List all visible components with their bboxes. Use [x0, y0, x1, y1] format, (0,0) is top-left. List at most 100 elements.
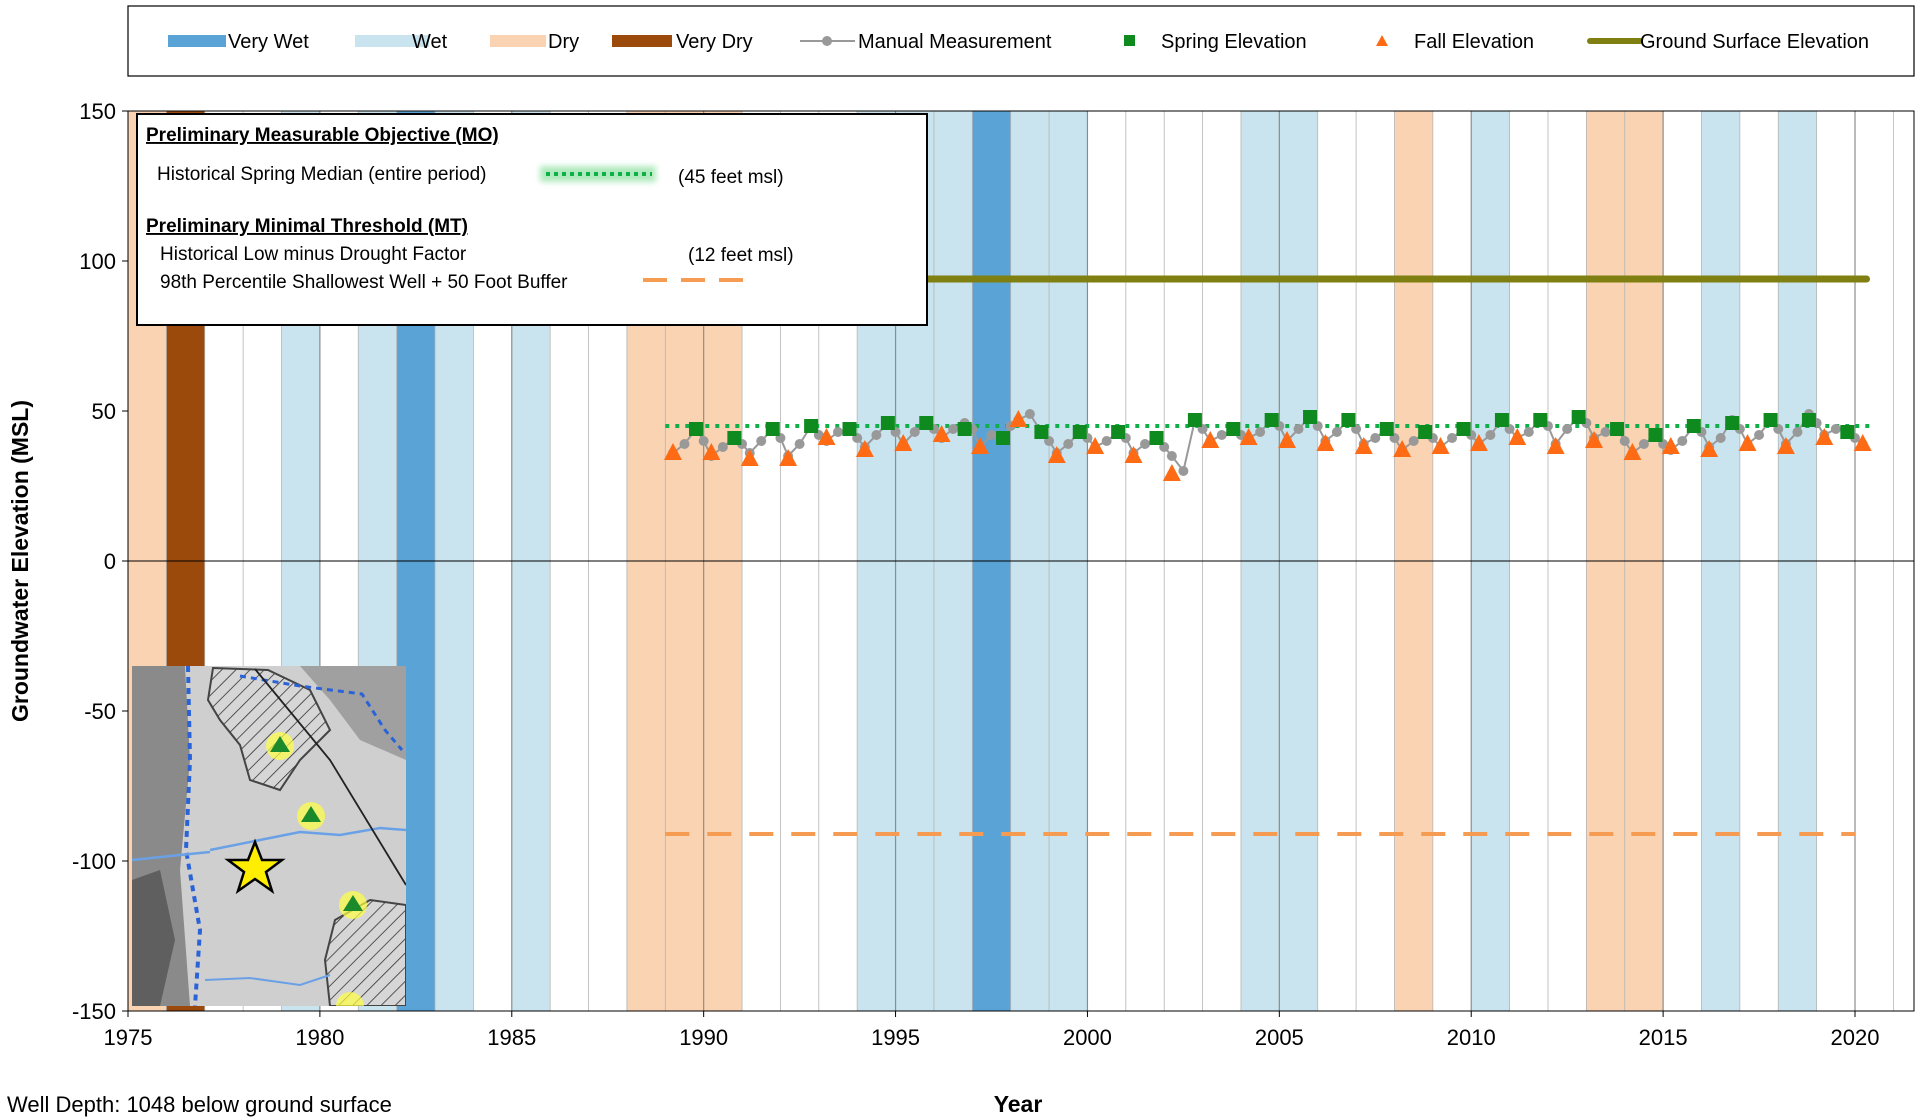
- spring-elevation-point: [688, 422, 703, 436]
- y-tick-label: -100: [72, 849, 116, 874]
- spring-elevation-point: [880, 416, 895, 430]
- inset-hatched-area-south: [323, 898, 406, 1006]
- fall-elevation-point: [1815, 428, 1834, 445]
- legend: Very Wet Wet Dry Very Dry Manual Measure…: [127, 5, 1915, 77]
- fall-elevation-point: [740, 449, 759, 466]
- inset-creek: [204, 974, 331, 987]
- x-axis-title: Year: [994, 1091, 1043, 1117]
- legend-very-wet-label: Very Wet: [228, 31, 309, 53]
- inset-terrain-northeast: [300, 666, 406, 760]
- mo-item-label: Historical Spring Median (entire period): [157, 164, 486, 185]
- inset-hatched-area-north: [206, 666, 332, 792]
- manual-measurement-point: [1485, 430, 1496, 440]
- legend-dry-swatch: [490, 35, 546, 47]
- spring-elevation-point: [804, 419, 819, 433]
- manual-measurement-point: [1830, 424, 1841, 434]
- triangle-well-icon: [336, 992, 364, 1006]
- manual-measurement-point: [1638, 439, 1649, 449]
- spring-elevation-points: [688, 410, 1855, 445]
- manual-measurement-point: [679, 439, 690, 449]
- manual-measurement-point: [1715, 433, 1726, 443]
- inset-road: [254, 668, 406, 886]
- legend-spring-marker: [1124, 35, 1135, 46]
- fall-elevation-point: [1086, 437, 1105, 454]
- y-tick-label: 100: [79, 249, 116, 274]
- legend-very-dry-label: Very Dry: [676, 31, 753, 53]
- fall-elevation-point: [1124, 446, 1143, 463]
- legend-fall-label: Fall Elevation: [1414, 31, 1534, 53]
- manual-measurement-point: [986, 430, 997, 440]
- triangle-well-icon: [266, 732, 294, 760]
- fall-elevation-point: [702, 443, 721, 460]
- mt-title: Preliminary Minimal Threshold (MT): [146, 216, 468, 237]
- spring-elevation-point: [1610, 422, 1625, 436]
- mo-value: (45 feet msl): [678, 167, 784, 188]
- fall-elevation-point: [779, 449, 798, 466]
- spring-elevation-point: [1149, 431, 1164, 445]
- spring-elevation-point: [1187, 413, 1202, 427]
- mt-item1-label: Historical Low minus Drought Factor: [160, 244, 467, 265]
- manual-measurement-point: [1063, 439, 1074, 449]
- well-depth-footer: Well Depth: 1048 below ground surface: [7, 1092, 392, 1118]
- y-tick-label: 0: [104, 549, 116, 574]
- spring-elevation-point: [1226, 422, 1241, 436]
- spring-elevation-point: [1763, 413, 1778, 427]
- legend-spring-label: Spring Elevation: [1161, 31, 1307, 53]
- spring-elevation-point: [1303, 410, 1318, 424]
- legend-very-wet-swatch: [168, 35, 226, 47]
- well-depth-label: Well Depth:: [7, 1092, 121, 1117]
- fall-elevation-point: [1239, 428, 1258, 445]
- fall-elevation-points: [663, 410, 1872, 481]
- spring-elevation-point: [996, 431, 1011, 445]
- fall-elevation-point: [1393, 440, 1412, 457]
- y-tick-label: -50: [84, 699, 116, 724]
- y-tick-label: 50: [92, 399, 116, 424]
- x-tick-label: 2010: [1447, 1025, 1496, 1050]
- manual-measurement-point: [1447, 433, 1458, 443]
- fall-elevation-point: [855, 440, 874, 457]
- triangle-well-icon: [339, 891, 367, 919]
- fall-elevation-point: [1431, 437, 1450, 454]
- fall-elevation-point: [663, 443, 682, 460]
- x-tick-label: 1990: [679, 1025, 728, 1050]
- inset-river-west: [132, 850, 211, 862]
- manual-measurement-point: [1792, 427, 1803, 437]
- manual-measurement-point: [1216, 430, 1227, 440]
- inset-basin-boundary: [183, 666, 203, 1006]
- x-tick-label: 2000: [1063, 1025, 1112, 1050]
- spring-elevation-point: [1341, 413, 1356, 427]
- legend-ground-label: Ground Surface Elevation: [1640, 31, 1869, 53]
- manual-measurement-point: [1600, 427, 1611, 437]
- manual-measurement-point: [1619, 436, 1630, 446]
- legend-very-dry-swatch: [612, 35, 672, 47]
- spring-elevation-point: [765, 422, 780, 436]
- manual-measurement-point: [871, 430, 882, 440]
- fall-elevation-point: [1661, 437, 1680, 454]
- fall-elevation-point: [817, 428, 836, 445]
- manual-measurement-point: [1754, 430, 1765, 440]
- spring-elevation-point: [1264, 413, 1279, 427]
- legend-fall-marker: [1376, 35, 1388, 46]
- manual-measurement-point: [1523, 427, 1534, 437]
- fall-elevation-point: [970, 437, 989, 454]
- fall-elevation-point: [1162, 464, 1181, 481]
- manual-measurement-point: [832, 427, 843, 437]
- spring-elevation-point: [1725, 416, 1740, 430]
- manual-measurement-point: [1166, 451, 1177, 461]
- inset-terrain-dark: [132, 870, 175, 1006]
- manual-measurement-point: [717, 442, 728, 452]
- legend-manual-label: Manual Measurement: [858, 31, 1052, 53]
- manual-measurement-point: [1140, 439, 1151, 449]
- legend-manual-marker: [822, 36, 832, 46]
- well-depth-value: 1048 below ground surface: [126, 1092, 392, 1117]
- manual-measurement-point: [794, 439, 805, 449]
- y-axis: 150 100 50 0 -50 -100 -150: [72, 99, 128, 1024]
- info-box-frame: [136, 113, 928, 326]
- spring-elevation-point: [957, 422, 972, 436]
- fall-elevation-point: [1009, 410, 1028, 427]
- spring-elevation-point: [919, 416, 934, 430]
- manual-measurement-point: [1331, 427, 1342, 437]
- fall-elevation-point: [1469, 434, 1488, 451]
- inset-basin-boundary-north: [239, 674, 404, 751]
